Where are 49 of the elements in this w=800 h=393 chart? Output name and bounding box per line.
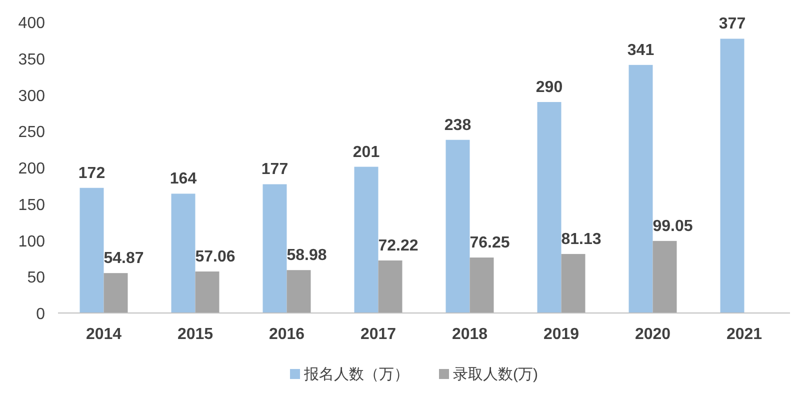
bar (286, 270, 311, 313)
bar (195, 271, 220, 313)
legend-label: 报名人数（万） (303, 366, 409, 383)
data-label: 177 (261, 161, 288, 178)
data-label: 290 (536, 79, 563, 96)
bar (354, 166, 378, 313)
x-tick-label: 2018 (452, 326, 488, 343)
y-tick-label: 250 (18, 124, 46, 142)
data-label: 341 (627, 42, 654, 59)
x-tick-label: 2016 (268, 326, 305, 343)
x-tick-label: 2017 (360, 326, 396, 343)
x-tick-label: 2015 (177, 326, 214, 343)
bar (104, 273, 128, 313)
data-label: 164 (170, 170, 197, 188)
data-label: 72.22 (378, 237, 418, 254)
bar (446, 140, 470, 313)
data-label: 172 (78, 164, 106, 182)
y-tick-label: 50 (27, 270, 46, 287)
data-label: 76.25 (470, 234, 510, 252)
y-tick-label: 400 (18, 15, 46, 32)
y-tick-label: 0 (36, 306, 46, 323)
bar (378, 260, 402, 313)
y-tick-label: 150 (18, 196, 46, 214)
x-tick-label: 2019 (543, 326, 580, 343)
bar (628, 64, 653, 313)
bar (171, 194, 196, 313)
x-tick-label: 2014 (86, 326, 122, 343)
x-tick-label: 2020 (634, 326, 671, 343)
x-tick-label: 2021 (726, 326, 762, 343)
bar (720, 38, 744, 313)
data-label: 238 (444, 116, 472, 134)
y-tick-label: 350 (18, 51, 46, 68)
bar (561, 254, 586, 313)
legend-label: 录取人数(万) (453, 366, 538, 383)
data-label: 201 (352, 144, 380, 161)
data-label: 57.06 (195, 248, 236, 266)
y-tick-label: 200 (18, 160, 46, 178)
data-label: 99.05 (652, 218, 693, 235)
bar (262, 184, 287, 313)
data-label: 58.98 (286, 247, 327, 264)
bar (537, 102, 562, 313)
bar (652, 240, 677, 313)
bar (80, 188, 104, 313)
y-tick-label: 300 (18, 88, 46, 105)
data-label: 377 (718, 16, 746, 33)
y-tick-label: 100 (18, 233, 46, 250)
bar (470, 258, 494, 313)
data-label: 54.87 (104, 250, 144, 268)
data-label: 81.13 (561, 230, 602, 248)
